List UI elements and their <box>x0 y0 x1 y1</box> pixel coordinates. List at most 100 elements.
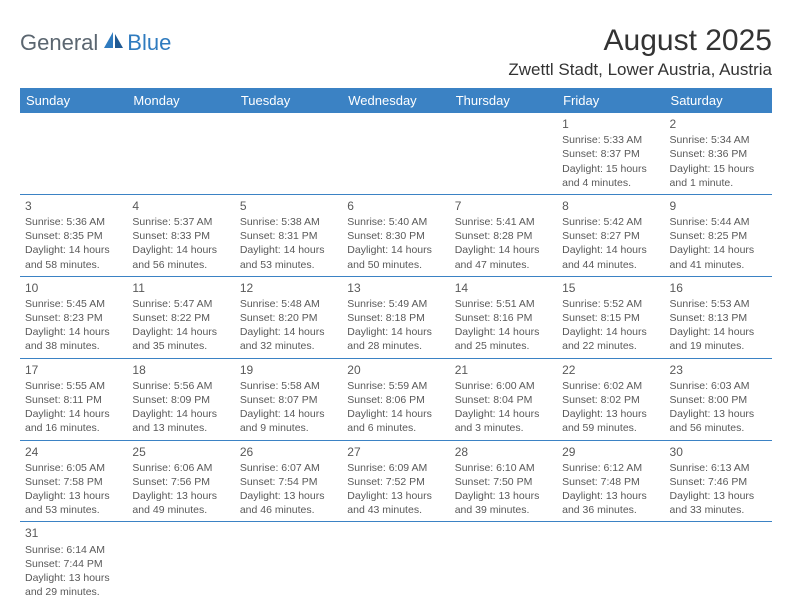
sunset-text: Sunset: 8:13 PM <box>670 311 767 325</box>
calendar-cell-empty <box>450 113 557 194</box>
daylight-text: and 58 minutes. <box>25 258 122 272</box>
daylight-text: and 29 minutes. <box>25 585 122 599</box>
day-number: 31 <box>25 525 122 541</box>
sunset-text: Sunset: 8:09 PM <box>132 393 229 407</box>
sunrise-text: Sunrise: 6:13 AM <box>670 461 767 475</box>
calendar-cell: 4Sunrise: 5:37 AMSunset: 8:33 PMDaylight… <box>127 194 234 276</box>
sunset-text: Sunset: 8:35 PM <box>25 229 122 243</box>
calendar-row: 24Sunrise: 6:05 AMSunset: 7:58 PMDayligh… <box>20 440 772 522</box>
day-number: 19 <box>240 362 337 378</box>
sunrise-text: Sunrise: 6:03 AM <box>670 379 767 393</box>
sunset-text: Sunset: 8:11 PM <box>25 393 122 407</box>
daylight-text: Daylight: 14 hours <box>240 325 337 339</box>
daylight-text: and 53 minutes. <box>25 503 122 517</box>
daylight-text: and 4 minutes. <box>562 176 659 190</box>
calendar-cell-empty <box>235 113 342 194</box>
daylight-text: and 39 minutes. <box>455 503 552 517</box>
daylight-text: and 33 minutes. <box>670 503 767 517</box>
sunset-text: Sunset: 7:56 PM <box>132 475 229 489</box>
daylight-text: Daylight: 14 hours <box>240 243 337 257</box>
daylight-text: and 9 minutes. <box>240 421 337 435</box>
day-number: 17 <box>25 362 122 378</box>
day-number: 4 <box>132 198 229 214</box>
sunrise-text: Sunrise: 5:51 AM <box>455 297 552 311</box>
calendar-cell-empty <box>342 522 449 603</box>
location: Zwettl Stadt, Lower Austria, Austria <box>508 60 772 80</box>
sunrise-text: Sunrise: 6:07 AM <box>240 461 337 475</box>
daylight-text: and 1 minute. <box>670 176 767 190</box>
sunset-text: Sunset: 8:02 PM <box>562 393 659 407</box>
sunrise-text: Sunrise: 5:47 AM <box>132 297 229 311</box>
day-number: 14 <box>455 280 552 296</box>
sunrise-text: Sunrise: 5:52 AM <box>562 297 659 311</box>
calendar-cell: 5Sunrise: 5:38 AMSunset: 8:31 PMDaylight… <box>235 194 342 276</box>
daylight-text: and 3 minutes. <box>455 421 552 435</box>
daylight-text: Daylight: 14 hours <box>25 407 122 421</box>
sunrise-text: Sunrise: 5:42 AM <box>562 215 659 229</box>
daylight-text: and 19 minutes. <box>670 339 767 353</box>
logo: General Blue <box>20 24 171 56</box>
daylight-text: and 44 minutes. <box>562 258 659 272</box>
daylight-text: and 41 minutes. <box>670 258 767 272</box>
calendar-cell: 28Sunrise: 6:10 AMSunset: 7:50 PMDayligh… <box>450 440 557 522</box>
sunset-text: Sunset: 7:46 PM <box>670 475 767 489</box>
sunset-text: Sunset: 8:27 PM <box>562 229 659 243</box>
calendar-header-row: SundayMondayTuesdayWednesdayThursdayFrid… <box>20 88 772 113</box>
day-number: 21 <box>455 362 552 378</box>
day-number: 1 <box>562 116 659 132</box>
daylight-text: Daylight: 13 hours <box>670 489 767 503</box>
day-number: 25 <box>132 444 229 460</box>
logo-text-2: Blue <box>127 30 171 56</box>
sunset-text: Sunset: 8:31 PM <box>240 229 337 243</box>
sunrise-text: Sunrise: 5:49 AM <box>347 297 444 311</box>
weekday-header: Tuesday <box>235 88 342 113</box>
daylight-text: Daylight: 14 hours <box>455 407 552 421</box>
sunset-text: Sunset: 8:33 PM <box>132 229 229 243</box>
calendar-cell-empty <box>450 522 557 603</box>
daylight-text: Daylight: 14 hours <box>132 243 229 257</box>
daylight-text: Daylight: 14 hours <box>347 243 444 257</box>
daylight-text: Daylight: 13 hours <box>240 489 337 503</box>
calendar-cell: 26Sunrise: 6:07 AMSunset: 7:54 PMDayligh… <box>235 440 342 522</box>
calendar-cell: 3Sunrise: 5:36 AMSunset: 8:35 PMDaylight… <box>20 194 127 276</box>
sunset-text: Sunset: 8:22 PM <box>132 311 229 325</box>
sunrise-text: Sunrise: 5:58 AM <box>240 379 337 393</box>
calendar-cell: 13Sunrise: 5:49 AMSunset: 8:18 PMDayligh… <box>342 276 449 358</box>
daylight-text: and 16 minutes. <box>25 421 122 435</box>
logo-sail-icon <box>103 31 125 54</box>
day-number: 26 <box>240 444 337 460</box>
day-number: 27 <box>347 444 444 460</box>
calendar-cell: 24Sunrise: 6:05 AMSunset: 7:58 PMDayligh… <box>20 440 127 522</box>
calendar-cell-empty <box>557 522 664 603</box>
calendar-cell: 15Sunrise: 5:52 AMSunset: 8:15 PMDayligh… <box>557 276 664 358</box>
daylight-text: Daylight: 13 hours <box>25 571 122 585</box>
sunset-text: Sunset: 8:28 PM <box>455 229 552 243</box>
daylight-text: Daylight: 13 hours <box>562 407 659 421</box>
calendar-cell: 27Sunrise: 6:09 AMSunset: 7:52 PMDayligh… <box>342 440 449 522</box>
sunset-text: Sunset: 7:50 PM <box>455 475 552 489</box>
calendar-cell: 22Sunrise: 6:02 AMSunset: 8:02 PMDayligh… <box>557 358 664 440</box>
daylight-text: Daylight: 13 hours <box>25 489 122 503</box>
sunset-text: Sunset: 7:58 PM <box>25 475 122 489</box>
calendar-cell: 9Sunrise: 5:44 AMSunset: 8:25 PMDaylight… <box>665 194 772 276</box>
sunrise-text: Sunrise: 6:12 AM <box>562 461 659 475</box>
day-number: 16 <box>670 280 767 296</box>
calendar-cell: 14Sunrise: 5:51 AMSunset: 8:16 PMDayligh… <box>450 276 557 358</box>
sunset-text: Sunset: 8:07 PM <box>240 393 337 407</box>
calendar-cell: 6Sunrise: 5:40 AMSunset: 8:30 PMDaylight… <box>342 194 449 276</box>
sunrise-text: Sunrise: 5:36 AM <box>25 215 122 229</box>
calendar-cell: 21Sunrise: 6:00 AMSunset: 8:04 PMDayligh… <box>450 358 557 440</box>
sunset-text: Sunset: 7:52 PM <box>347 475 444 489</box>
calendar-cell: 17Sunrise: 5:55 AMSunset: 8:11 PMDayligh… <box>20 358 127 440</box>
header: General Blue August 2025 Zwettl Stadt, L… <box>20 24 772 80</box>
calendar-cell-empty <box>127 113 234 194</box>
calendar-row: 31Sunrise: 6:14 AMSunset: 7:44 PMDayligh… <box>20 522 772 603</box>
calendar-cell: 7Sunrise: 5:41 AMSunset: 8:28 PMDaylight… <box>450 194 557 276</box>
calendar-row: 17Sunrise: 5:55 AMSunset: 8:11 PMDayligh… <box>20 358 772 440</box>
daylight-text: Daylight: 14 hours <box>240 407 337 421</box>
daylight-text: and 50 minutes. <box>347 258 444 272</box>
daylight-text: and 49 minutes. <box>132 503 229 517</box>
calendar-cell: 16Sunrise: 5:53 AMSunset: 8:13 PMDayligh… <box>665 276 772 358</box>
day-number: 12 <box>240 280 337 296</box>
sunset-text: Sunset: 7:44 PM <box>25 557 122 571</box>
